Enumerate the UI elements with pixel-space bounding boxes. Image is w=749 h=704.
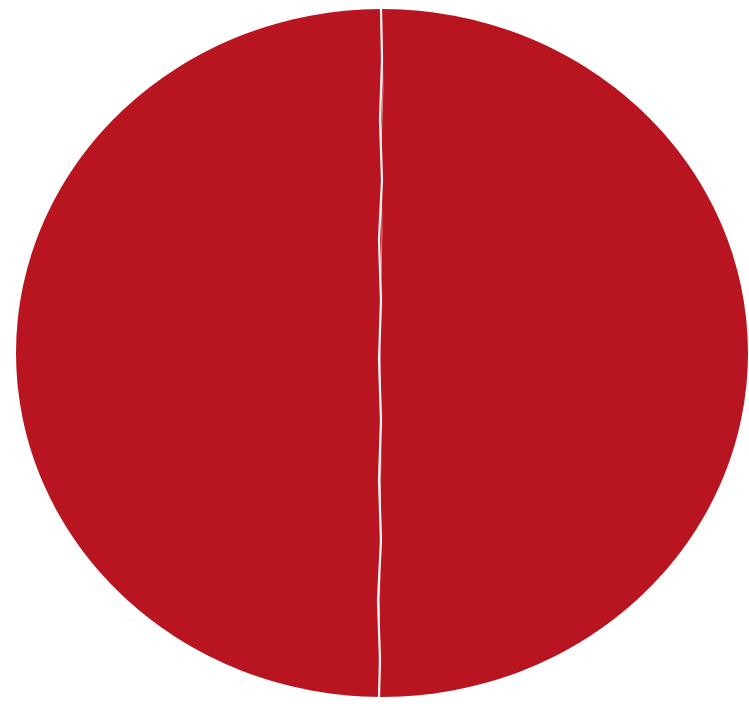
vertical-fold-line [376,7,384,699]
red-disc [16,9,748,697]
fold-highlight [378,19,384,691]
